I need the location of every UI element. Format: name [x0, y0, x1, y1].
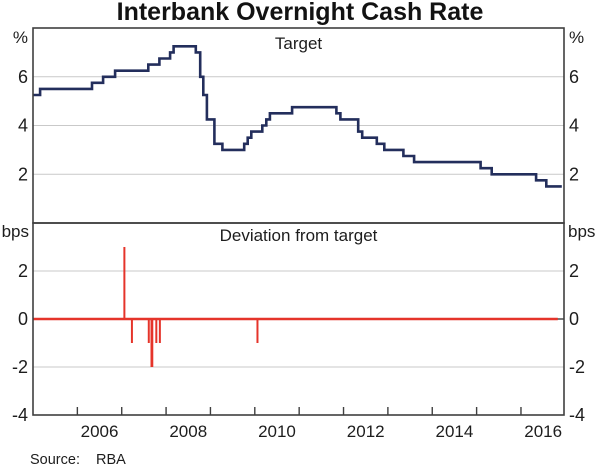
- y-tick-label-right: 2: [569, 261, 579, 281]
- y-tick-label-right: 2: [569, 164, 579, 184]
- y-tick-label-left: -2: [12, 357, 28, 377]
- y-tick-label-left: -4: [12, 405, 28, 425]
- target-step-line: [33, 45, 562, 188]
- y-tick-label-right: 0: [569, 309, 579, 329]
- source-value: RBA: [95, 452, 126, 468]
- x-axis-year-label: 2006: [81, 422, 119, 441]
- unit-label-bottom-left: bps: [2, 222, 29, 241]
- x-axis-year-label: 2008: [169, 422, 207, 441]
- y-tick-label-left: 2: [18, 261, 28, 281]
- y-tick-label-right: -4: [569, 405, 585, 425]
- bottom-panel-border: [32, 222, 565, 416]
- y-tick-label-right: 6: [569, 67, 579, 87]
- y-tick-label-left: 6: [18, 67, 28, 87]
- y-tick-label-left: 4: [18, 116, 28, 136]
- panel-title-deviation: Deviation from target: [220, 226, 378, 245]
- y-tick-label-right: 4: [569, 116, 579, 136]
- source-note: Source: RBA: [30, 452, 126, 468]
- x-axis-year-label: 2014: [436, 422, 474, 441]
- y-tick-label-right: -2: [569, 357, 585, 377]
- y-tick-label-left: 2: [18, 164, 28, 184]
- chart-title: Interbank Overnight Cash Rate: [116, 0, 484, 26]
- x-axis-year-label: 2016: [524, 422, 562, 441]
- source-label: Source:: [30, 452, 80, 468]
- unit-label-bottom-right: bps: [568, 222, 595, 241]
- unit-label-top-left: %: [13, 28, 28, 47]
- x-axis-year-label: 2010: [258, 422, 296, 441]
- y-tick-label-left: 0: [18, 309, 28, 329]
- unit-label-top-right: %: [569, 28, 584, 47]
- panel-title-target: Target: [275, 34, 323, 53]
- x-axis-year-label: 2012: [347, 422, 385, 441]
